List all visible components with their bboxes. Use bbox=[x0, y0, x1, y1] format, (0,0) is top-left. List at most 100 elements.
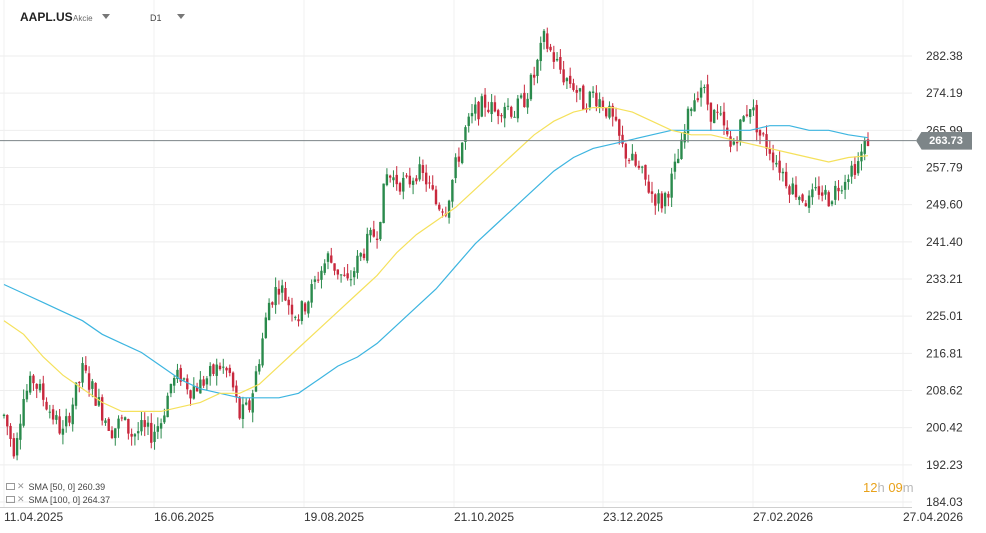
candle-body bbox=[339, 274, 343, 276]
candle-body bbox=[379, 221, 382, 240]
y-tick-label: 184.03 bbox=[926, 495, 963, 509]
candle-body bbox=[398, 183, 402, 192]
candle-body bbox=[631, 153, 634, 161]
candle-body bbox=[834, 185, 837, 200]
candle-body bbox=[748, 109, 752, 117]
candle-body bbox=[428, 182, 431, 184]
candle-body bbox=[529, 74, 533, 100]
candle-body bbox=[6, 415, 9, 427]
candle-body bbox=[120, 417, 124, 419]
chevron-down-icon[interactable] bbox=[177, 14, 185, 19]
candle-body bbox=[673, 161, 677, 172]
candle-body bbox=[271, 302, 274, 305]
candle-body bbox=[716, 111, 719, 113]
y-tick-label: 282.38 bbox=[926, 49, 963, 63]
sma-50-line bbox=[3, 107, 869, 412]
candle-body bbox=[192, 386, 196, 399]
candle-body bbox=[310, 284, 313, 303]
candle-body bbox=[336, 269, 340, 275]
candle-body bbox=[801, 194, 804, 202]
y-axis-ticks: 282.38274.19265.99257.79249.60241.40233.… bbox=[926, 49, 963, 509]
candle-body bbox=[598, 99, 601, 108]
candle-body bbox=[820, 192, 824, 196]
candle-body bbox=[663, 193, 667, 207]
candle-body bbox=[784, 171, 788, 187]
candle-body bbox=[667, 193, 670, 198]
sma-100-line bbox=[3, 125, 869, 399]
candle-body bbox=[657, 193, 660, 204]
y-tick-label: 241.40 bbox=[926, 235, 963, 249]
legend-sma-100-label: SMA [100, 0] 264.37 bbox=[28, 494, 111, 505]
settings-icon[interactable] bbox=[6, 496, 15, 503]
candle-body bbox=[762, 133, 765, 135]
candle-body bbox=[42, 383, 45, 400]
candle-body bbox=[627, 160, 631, 162]
candle-body bbox=[22, 398, 25, 426]
candle-body bbox=[693, 100, 696, 112]
candle-body bbox=[25, 390, 29, 400]
candle-body bbox=[575, 90, 578, 93]
timeframe-selector[interactable]: D1 bbox=[150, 13, 162, 23]
candle-body bbox=[811, 189, 814, 198]
candle-body bbox=[591, 91, 595, 93]
candle-body bbox=[745, 114, 749, 116]
candle-body bbox=[372, 229, 376, 237]
legend-sma-100[interactable]: ✕ SMA [100, 0] 264.37 bbox=[6, 494, 110, 505]
candle-body bbox=[405, 175, 408, 177]
candle-body bbox=[326, 253, 330, 262]
candle-body bbox=[637, 165, 641, 168]
close-icon[interactable]: ✕ bbox=[17, 494, 25, 504]
candle-body bbox=[313, 279, 317, 282]
candle-body bbox=[578, 88, 582, 92]
candle-body bbox=[434, 189, 438, 205]
candle-body bbox=[382, 183, 385, 224]
candle-body bbox=[375, 238, 379, 240]
bar-countdown-timer: 12h 09m bbox=[863, 480, 914, 495]
candle-body bbox=[552, 52, 556, 62]
candle-body bbox=[722, 111, 726, 126]
symbol-selector[interactable]: AAPL.US bbox=[20, 10, 73, 24]
candle-body bbox=[166, 395, 169, 418]
candle-body bbox=[241, 404, 245, 420]
candle-body bbox=[349, 279, 353, 281]
candle-body bbox=[15, 438, 19, 456]
settings-icon[interactable] bbox=[6, 483, 15, 490]
y-tick-label: 208.62 bbox=[926, 383, 963, 397]
candle-body bbox=[703, 86, 706, 88]
candle-body bbox=[91, 381, 94, 389]
candle-body bbox=[536, 59, 539, 77]
candle-body bbox=[559, 57, 562, 70]
candle-body bbox=[352, 271, 356, 278]
candle-body bbox=[133, 434, 137, 437]
candle-body bbox=[660, 193, 664, 209]
candle-body bbox=[172, 377, 176, 386]
candle-body bbox=[758, 129, 762, 136]
candle-body bbox=[447, 200, 451, 218]
candle-body bbox=[163, 415, 166, 423]
candle-body bbox=[114, 428, 117, 439]
candle-body bbox=[526, 98, 529, 108]
candle-body bbox=[222, 366, 225, 368]
candle-body bbox=[392, 177, 395, 181]
candle-body bbox=[467, 116, 470, 126]
candle-body bbox=[64, 416, 68, 427]
candle-body bbox=[199, 379, 202, 394]
candle-body bbox=[843, 181, 847, 190]
candle-body bbox=[81, 363, 84, 383]
candle-body bbox=[555, 58, 559, 61]
legend-sma-50[interactable]: ✕ SMA [50, 0] 260.39 bbox=[6, 481, 105, 492]
candle-body bbox=[87, 373, 91, 390]
candle-body bbox=[595, 92, 598, 107]
candle-body bbox=[84, 365, 88, 371]
candle-body bbox=[290, 304, 294, 315]
chevron-down-icon[interactable] bbox=[102, 14, 110, 19]
candle-body bbox=[565, 78, 569, 82]
candle-body bbox=[680, 139, 683, 160]
candle-body bbox=[231, 372, 235, 388]
close-icon[interactable]: ✕ bbox=[17, 481, 25, 491]
candle-body bbox=[150, 422, 153, 443]
candle-body bbox=[48, 411, 52, 413]
candle-body bbox=[608, 105, 611, 118]
candle-body bbox=[549, 46, 552, 51]
